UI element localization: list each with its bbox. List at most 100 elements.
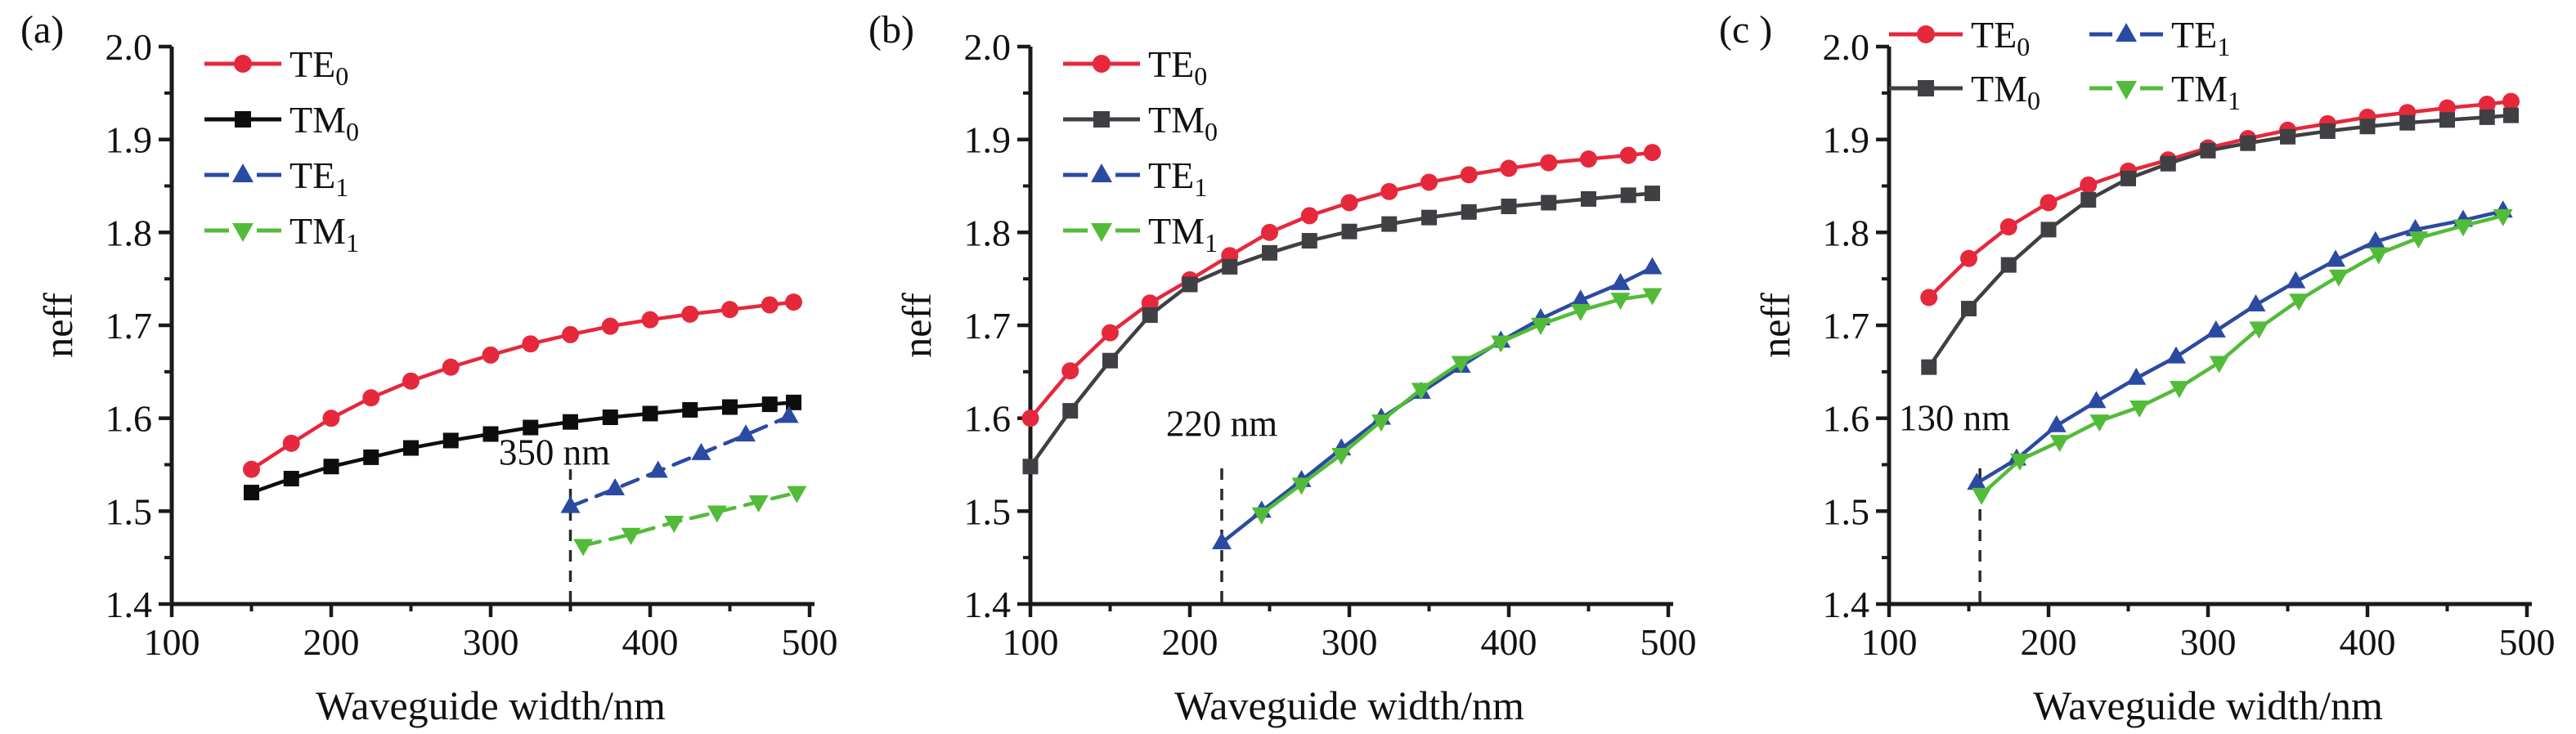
legend-label-te0: TE0	[1148, 43, 1207, 91]
tm0-marker	[2399, 114, 2416, 131]
x-tick-label-300: 300	[2180, 621, 2237, 663]
panel-c-chart: 100 200 300 400 500 1.4 1.5 1.6 1.7 1.8 1.9 2.0 Wave…	[1719, 8, 2556, 728]
x-tick-label-100: 100	[1861, 621, 1918, 663]
tm0-marker	[1182, 276, 1198, 293]
panel-b: 100 200 300 400 500 1.4 1.5 1.6 1.7 1.8 1.9 2.0 Wave…	[859, 0, 1717, 734]
y-tick-label-1.6: 1.6	[1823, 398, 1870, 440]
tm1-curve	[581, 490, 799, 548]
tm0-marker	[1102, 352, 1118, 369]
te1-marker	[2126, 367, 2147, 385]
tm0-marker	[1062, 403, 1079, 419]
tm0-marker	[2200, 142, 2216, 159]
y-tick-label-1.5: 1.5	[105, 490, 153, 532]
y-tick-label-2.0: 2.0	[1823, 26, 1870, 68]
tm1-marker	[1451, 356, 1471, 374]
tm0-marker	[602, 410, 618, 426]
legend: TE0 TM0 TE1 TM1	[204, 43, 359, 257]
te1-marker	[1642, 257, 1663, 275]
te0-marker	[562, 325, 579, 343]
tm1-markers	[1972, 208, 2513, 505]
te0-marker	[1460, 166, 1478, 184]
te0-marker	[442, 358, 460, 376]
tm0-marker	[682, 401, 698, 418]
tm1-markers	[573, 486, 807, 557]
tm0-marker	[1921, 359, 1937, 375]
te0-marker	[1061, 362, 1079, 380]
te1-marker	[1212, 531, 1232, 549]
legend-item-te1: TE1	[204, 154, 348, 202]
x-tick-label-500: 500	[782, 621, 838, 663]
tm1-marker	[2049, 435, 2070, 453]
tm0-markers	[1921, 107, 2519, 375]
te1-marker	[736, 424, 756, 442]
tm0-marker	[2439, 112, 2455, 128]
te0-marker	[1960, 249, 1977, 267]
tm0-marker	[2000, 257, 2017, 273]
tm0-curve	[1028, 191, 1654, 469]
tm0-marker	[523, 419, 539, 436]
te0-marker	[1999, 218, 2017, 236]
legend-item-te0: TE0	[1889, 14, 2030, 61]
panel-a-chart: 100 200 300 400 500 1.4 1.5 1.6 1.7 1.8 1.9 2.0 Wave…	[20, 8, 838, 728]
tm0-curve	[1927, 113, 2513, 369]
x-tick-label-500: 500	[2499, 621, 2556, 663]
te1-marker	[1570, 289, 1591, 307]
legend-label-tm1: TM1	[2171, 68, 2241, 115]
tm0-marker	[403, 440, 419, 456]
te0-marker	[322, 410, 340, 427]
te0-marker	[2080, 176, 2098, 194]
te1-marker	[1610, 272, 1631, 290]
te1-marker	[1967, 472, 1987, 490]
tm1-marker	[2089, 414, 2110, 432]
y-tick-label-1.7: 1.7	[105, 305, 153, 347]
tm1-marker	[1531, 317, 1551, 335]
x-tick-label-300: 300	[1322, 621, 1378, 663]
legend-label-te0: TE0	[1971, 14, 2030, 61]
panel-label: (a)	[20, 8, 64, 51]
legend-label-te1: TE1	[1148, 154, 1207, 202]
tm1-marker	[1491, 335, 1511, 353]
te0-marker	[1340, 194, 1358, 212]
tm0-marker	[2319, 123, 2336, 139]
te0-marker	[721, 301, 738, 319]
tm0-marker	[1961, 301, 1977, 317]
te0-marker	[282, 434, 300, 452]
tm1-marker	[2129, 401, 2150, 418]
tm1-marker	[2493, 208, 2513, 226]
tm1-curve	[1259, 293, 1654, 516]
te0-marker	[681, 305, 699, 323]
x-tick-label-400: 400	[1481, 621, 1537, 663]
te0-legend-marker-icon	[234, 55, 252, 73]
y-tick-label-1.6: 1.6	[964, 398, 1012, 440]
te0-marker	[1380, 182, 1398, 200]
te1-marker	[2206, 320, 2226, 338]
legend-label-tm0: TM0	[1148, 99, 1218, 146]
x-axis-title: Waveguide width/nm	[2033, 683, 2383, 728]
tm1-marker	[707, 505, 727, 523]
te1-marker	[605, 478, 626, 496]
te0-marker	[1420, 173, 1438, 191]
tm1-marker	[2009, 453, 2030, 471]
te0-marker	[641, 311, 659, 329]
te1-marker	[2286, 271, 2306, 289]
legend-label-te0: TE0	[289, 43, 348, 91]
legend-item-tm0: TM0	[204, 99, 359, 146]
tm1-marker	[2368, 247, 2389, 265]
legend-item-tm0: TM0	[1889, 68, 2040, 115]
y-tick-label-1.6: 1.6	[105, 398, 153, 440]
te0-marker	[362, 389, 380, 407]
y-axis-title: neff	[894, 293, 940, 358]
te0-marker	[1021, 410, 1039, 427]
tm0-marker	[363, 449, 379, 465]
te1-marker	[560, 495, 581, 513]
y-tick-label-2.0: 2.0	[105, 26, 153, 68]
tm0-marker	[722, 399, 738, 415]
te1-marker	[2326, 249, 2345, 267]
tm0-marker	[323, 459, 339, 475]
te0-marker	[1619, 146, 1637, 164]
tm1-marker	[2249, 321, 2269, 339]
legend-item-tm1: TM1	[204, 210, 359, 257]
te1-legend-marker-icon	[1091, 163, 1112, 182]
tm1-marker	[787, 486, 807, 504]
tm0-marker	[2080, 192, 2097, 208]
